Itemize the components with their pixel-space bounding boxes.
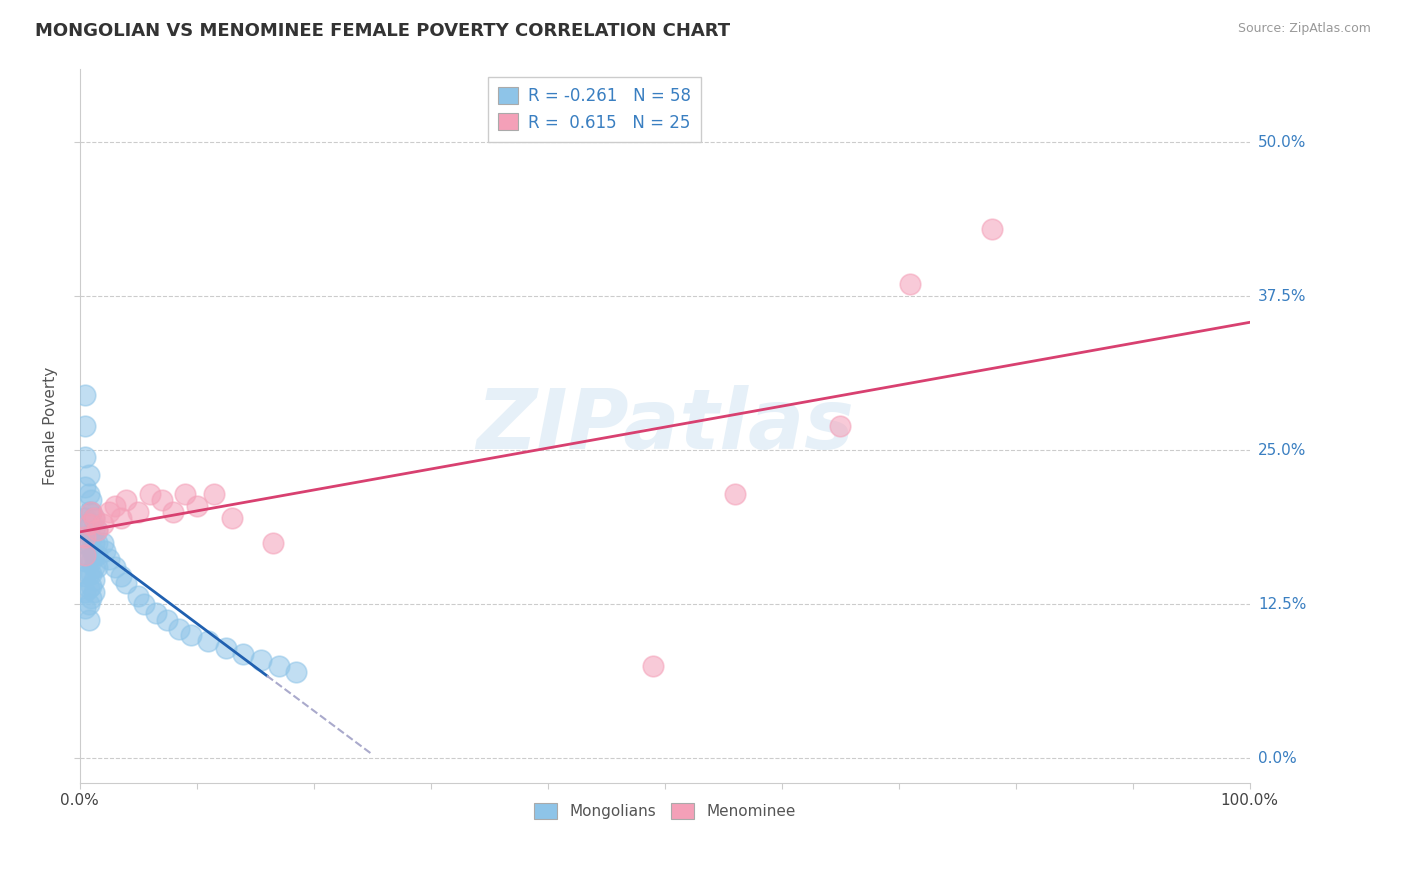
Point: [91, 517, 114, 532]
Point: [80, 591, 103, 606]
Point: [197, 634, 219, 648]
Point: [127, 589, 149, 603]
Point: [641, 659, 664, 673]
Point: [83, 585, 105, 599]
Point: [80, 517, 103, 532]
Point: [75, 418, 97, 433]
Text: Source: ZipAtlas.com: Source: ZipAtlas.com: [1237, 22, 1371, 36]
Point: [83, 548, 105, 562]
Y-axis label: Female Poverty: Female Poverty: [44, 367, 58, 485]
Text: 0.0%: 0.0%: [1258, 751, 1296, 766]
Point: [75, 450, 97, 464]
Point: [97, 505, 120, 519]
Point: [75, 480, 97, 494]
Point: [75, 601, 97, 615]
Point: [267, 659, 290, 673]
Point: [77, 486, 100, 500]
Point: [104, 560, 127, 574]
Point: [86, 524, 108, 538]
Point: [75, 530, 97, 544]
Point: [115, 576, 138, 591]
Point: [145, 606, 167, 620]
Point: [167, 622, 190, 636]
Text: MONGOLIAN VS MENOMINEE FEMALE POVERTY CORRELATION CHART: MONGOLIAN VS MENOMINEE FEMALE POVERTY CO…: [35, 22, 730, 40]
Point: [221, 511, 243, 525]
Point: [900, 277, 922, 292]
Point: [75, 548, 97, 562]
Point: [75, 585, 97, 599]
Text: 25.0%: 25.0%: [1258, 443, 1306, 458]
Point: [80, 566, 103, 581]
Point: [110, 569, 132, 583]
Point: [285, 665, 308, 680]
Point: [77, 566, 100, 581]
Point: [86, 548, 108, 562]
Point: [202, 486, 225, 500]
Point: [150, 492, 173, 507]
Point: [77, 582, 100, 596]
Point: [215, 640, 238, 655]
Point: [83, 511, 105, 525]
Point: [77, 598, 100, 612]
Text: 12.5%: 12.5%: [1258, 597, 1306, 612]
Point: [75, 536, 97, 550]
Point: [75, 569, 97, 583]
Point: [83, 511, 105, 525]
Point: [139, 486, 162, 500]
Legend: Mongolians, Menominee: Mongolians, Menominee: [527, 797, 801, 825]
Point: [75, 554, 97, 568]
Point: [83, 560, 105, 574]
Point: [80, 579, 103, 593]
Text: 37.5%: 37.5%: [1258, 289, 1306, 304]
Point: [77, 536, 100, 550]
Point: [75, 388, 97, 402]
Point: [77, 551, 100, 566]
Point: [83, 573, 105, 587]
Point: [162, 505, 184, 519]
Point: [80, 505, 103, 519]
Point: [180, 628, 202, 642]
Point: [80, 505, 103, 519]
Point: [80, 492, 103, 507]
Point: [91, 536, 114, 550]
Point: [110, 511, 132, 525]
Point: [97, 551, 120, 566]
Point: [127, 505, 149, 519]
Point: [83, 524, 105, 538]
Point: [115, 492, 138, 507]
Point: [80, 554, 103, 568]
Point: [75, 511, 97, 525]
Point: [981, 221, 1004, 235]
Point: [86, 560, 108, 574]
Point: [77, 468, 100, 483]
Text: ZIPatlas: ZIPatlas: [475, 385, 853, 467]
Point: [77, 517, 100, 532]
Point: [94, 544, 117, 558]
Point: [132, 598, 155, 612]
Point: [86, 536, 108, 550]
Point: [77, 614, 100, 628]
Point: [83, 536, 105, 550]
Point: [186, 499, 208, 513]
Point: [86, 524, 108, 538]
Point: [80, 541, 103, 556]
Point: [724, 486, 747, 500]
Point: [232, 647, 254, 661]
Point: [156, 614, 179, 628]
Point: [830, 418, 852, 433]
Point: [77, 520, 100, 534]
Point: [174, 486, 197, 500]
Point: [250, 653, 273, 667]
Point: [77, 505, 100, 519]
Point: [262, 536, 284, 550]
Point: [104, 499, 127, 513]
Text: 50.0%: 50.0%: [1258, 135, 1306, 150]
Point: [80, 530, 103, 544]
